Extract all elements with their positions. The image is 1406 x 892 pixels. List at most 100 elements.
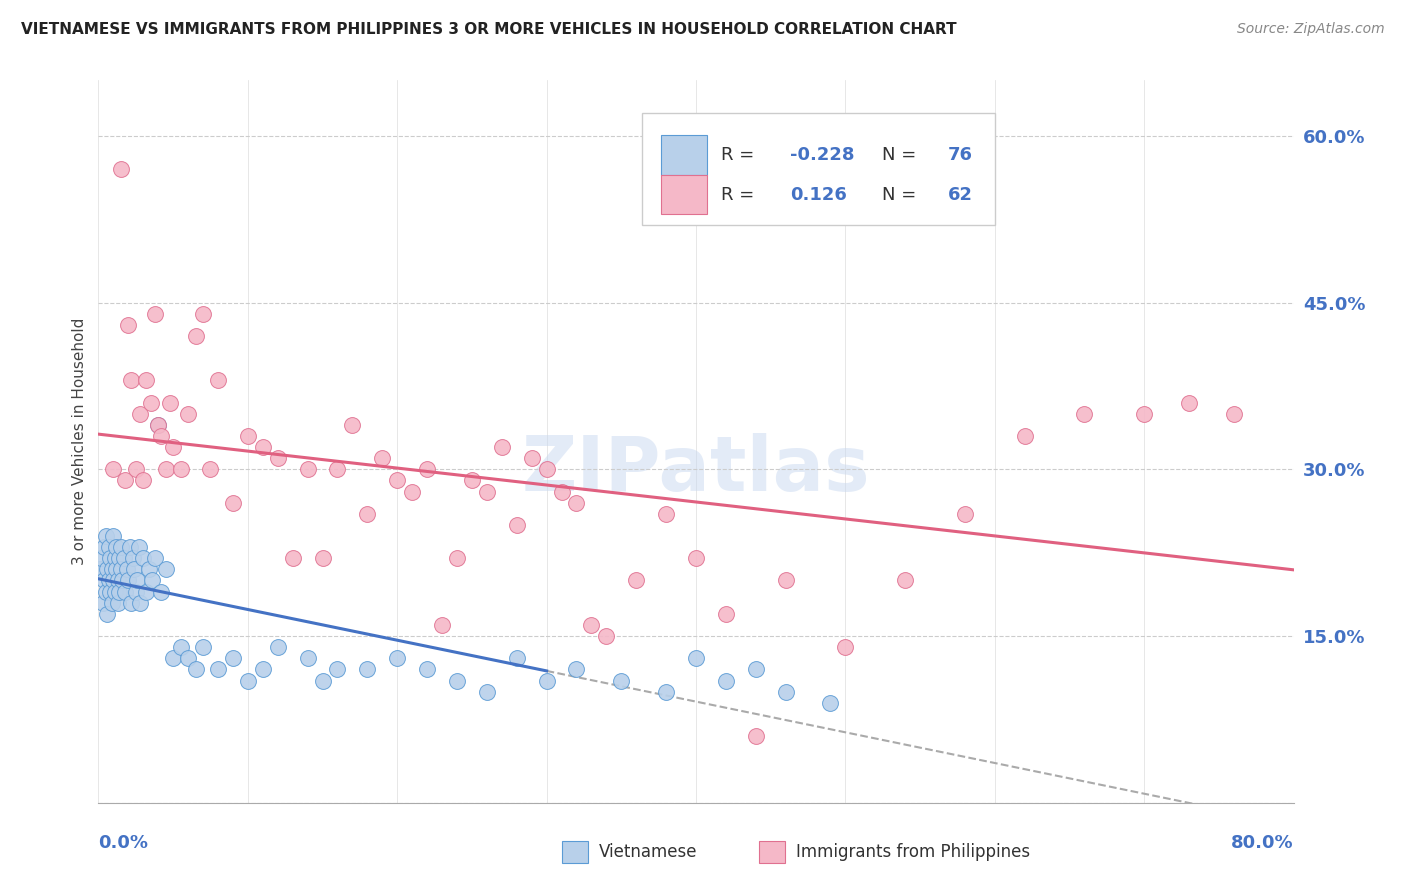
Point: [1223, 407, 1246, 421]
Point: [207, 662, 229, 676]
Point: [252, 440, 274, 454]
Y-axis label: 3 or more Vehicles in Household: 3 or more Vehicles in Household: [72, 318, 87, 566]
Point: [177, 407, 200, 421]
Point: [416, 462, 439, 476]
Point: [148, 417, 170, 432]
Point: [267, 451, 290, 466]
Point: [177, 651, 200, 665]
Point: [356, 662, 378, 676]
Point: [94, 584, 117, 599]
Point: [110, 540, 132, 554]
Point: [120, 596, 142, 610]
Point: [775, 574, 797, 588]
Text: Immigrants from Philippines: Immigrants from Philippines: [796, 843, 1031, 861]
Point: [141, 574, 163, 588]
Point: [267, 640, 290, 655]
Point: [118, 540, 141, 554]
Text: -0.228: -0.228: [790, 146, 855, 164]
Point: [506, 517, 529, 532]
Point: [117, 318, 139, 332]
Point: [110, 162, 132, 177]
Point: [207, 373, 229, 387]
Point: [120, 373, 142, 387]
Bar: [661, 175, 707, 214]
Point: [108, 584, 131, 599]
Point: [150, 429, 173, 443]
Point: [169, 462, 191, 476]
Point: [385, 474, 409, 488]
Point: [184, 329, 207, 343]
Point: [491, 440, 513, 454]
Point: [834, 640, 856, 655]
Point: [105, 562, 128, 576]
Point: [139, 395, 162, 409]
Point: [125, 584, 148, 599]
Point: [536, 462, 558, 476]
Point: [124, 562, 146, 576]
Point: [135, 373, 157, 387]
Point: [550, 484, 572, 499]
Point: [461, 474, 484, 488]
Point: [97, 574, 120, 588]
Point: [111, 574, 134, 588]
Point: [155, 462, 177, 476]
Point: [91, 596, 114, 610]
Text: N =: N =: [883, 186, 922, 203]
Point: [169, 640, 191, 655]
Point: [128, 540, 150, 554]
Point: [565, 496, 588, 510]
Point: [297, 651, 319, 665]
Point: [101, 562, 124, 576]
Point: [655, 507, 678, 521]
Point: [104, 551, 127, 566]
Text: 0.126: 0.126: [790, 186, 848, 203]
Point: [536, 673, 558, 688]
Point: [121, 551, 143, 566]
Point: [610, 673, 633, 688]
Point: [103, 462, 125, 476]
Text: 80.0%: 80.0%: [1230, 834, 1294, 852]
Bar: [661, 136, 707, 175]
Text: Vietnamese: Vietnamese: [599, 843, 697, 861]
Point: [150, 584, 173, 599]
Point: [132, 474, 155, 488]
Text: 0.0%: 0.0%: [98, 834, 149, 852]
Point: [236, 429, 259, 443]
Point: [236, 673, 259, 688]
Point: [820, 696, 842, 710]
Point: [506, 651, 529, 665]
Point: [132, 551, 155, 566]
Point: [143, 307, 166, 321]
Point: [371, 451, 394, 466]
Point: [953, 507, 976, 521]
Point: [626, 574, 648, 588]
Point: [184, 662, 207, 676]
Point: [1014, 429, 1036, 443]
Point: [745, 662, 768, 676]
Point: [98, 551, 122, 566]
Text: N =: N =: [883, 146, 922, 164]
Point: [96, 607, 118, 621]
Point: [127, 574, 149, 588]
Point: [252, 662, 274, 676]
Point: [1073, 407, 1095, 421]
Point: [446, 673, 468, 688]
Point: [101, 596, 124, 610]
Point: [1133, 407, 1156, 421]
Point: [430, 618, 453, 632]
Point: [714, 673, 737, 688]
Point: [129, 407, 152, 421]
Point: [112, 551, 135, 566]
Text: ZIPatlas: ZIPatlas: [522, 434, 870, 508]
Point: [104, 584, 127, 599]
Point: [311, 551, 333, 566]
Point: [162, 651, 184, 665]
Point: [775, 684, 797, 698]
Point: [138, 562, 160, 576]
Point: [520, 451, 543, 466]
Point: [595, 629, 617, 643]
Text: 76: 76: [948, 146, 973, 164]
Point: [115, 562, 138, 576]
Point: [148, 417, 170, 432]
Point: [326, 662, 349, 676]
